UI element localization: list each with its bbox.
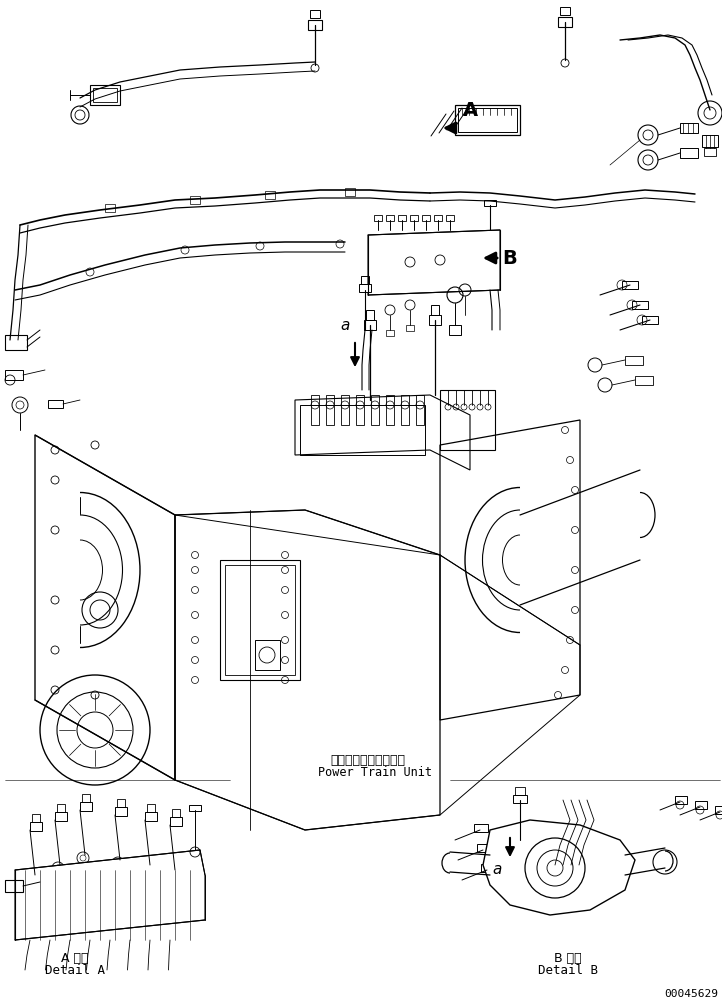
Bar <box>147 804 155 812</box>
Bar <box>422 215 430 221</box>
Text: パワートレンユニット: パワートレンユニット <box>330 754 405 767</box>
Text: a: a <box>340 318 349 333</box>
Bar <box>311 395 319 425</box>
Bar <box>371 395 379 425</box>
Bar <box>30 822 42 831</box>
Bar <box>356 395 364 425</box>
Text: 00045629: 00045629 <box>664 989 718 999</box>
Bar <box>560 7 570 15</box>
Bar <box>145 812 157 821</box>
Bar <box>5 370 23 380</box>
Bar <box>361 276 369 284</box>
Bar <box>715 806 722 814</box>
Bar <box>446 215 454 221</box>
Bar <box>386 215 394 221</box>
Bar <box>558 17 572 27</box>
Bar <box>455 105 520 135</box>
Bar <box>632 301 648 309</box>
Text: A: A <box>462 100 477 119</box>
Bar <box>680 123 698 133</box>
Bar <box>364 320 376 330</box>
Bar <box>225 565 295 675</box>
Bar <box>117 799 125 807</box>
Bar <box>431 305 439 315</box>
Bar <box>386 395 394 425</box>
Bar <box>477 844 491 852</box>
Bar <box>434 215 442 221</box>
Polygon shape <box>483 820 635 915</box>
Bar <box>82 794 90 802</box>
Bar <box>680 148 698 158</box>
Bar <box>265 191 275 199</box>
Bar <box>410 215 418 221</box>
Bar <box>359 284 371 292</box>
Bar <box>32 814 40 822</box>
Polygon shape <box>15 850 205 940</box>
Bar <box>474 824 488 832</box>
Bar <box>90 85 120 105</box>
Bar <box>115 807 127 816</box>
Bar <box>48 400 63 408</box>
Text: B 詳細: B 詳細 <box>554 952 582 965</box>
Bar <box>513 795 527 803</box>
Bar <box>449 325 461 335</box>
Bar <box>635 376 653 385</box>
Bar <box>255 640 280 670</box>
Bar <box>481 864 495 872</box>
Bar <box>57 804 65 812</box>
Bar <box>401 395 409 425</box>
Text: a: a <box>492 863 502 878</box>
Bar <box>625 356 643 365</box>
Bar <box>93 88 117 102</box>
Bar <box>386 330 394 336</box>
Bar <box>189 805 201 811</box>
Bar <box>429 315 441 325</box>
Bar <box>310 10 320 18</box>
Bar <box>366 310 374 320</box>
Bar <box>406 325 414 331</box>
Bar <box>172 809 180 817</box>
Bar <box>704 148 716 156</box>
Bar <box>190 196 200 204</box>
Bar <box>702 135 718 147</box>
Bar <box>5 880 23 892</box>
Bar <box>105 204 115 212</box>
Bar <box>642 316 658 324</box>
Polygon shape <box>368 230 500 295</box>
Bar <box>622 281 638 289</box>
Bar <box>675 796 687 804</box>
Bar <box>341 395 349 425</box>
Bar <box>515 787 525 795</box>
Bar <box>326 395 334 425</box>
Bar <box>695 801 707 809</box>
Text: Power Train Unit: Power Train Unit <box>318 767 432 780</box>
Text: B: B <box>503 248 518 268</box>
Bar <box>484 200 496 206</box>
Bar <box>220 560 300 680</box>
Text: Detail A: Detail A <box>45 964 105 977</box>
Text: Detail B: Detail B <box>538 964 598 977</box>
Bar <box>440 390 495 450</box>
Text: A 詳細: A 詳細 <box>61 952 89 965</box>
Bar <box>308 20 322 30</box>
Bar <box>5 335 27 350</box>
Bar <box>170 817 182 826</box>
Bar <box>80 802 92 811</box>
Bar <box>458 108 517 132</box>
Bar <box>416 395 424 425</box>
Bar <box>300 405 425 455</box>
Bar <box>345 188 355 196</box>
Bar <box>374 215 382 221</box>
Bar <box>55 812 67 821</box>
Bar <box>398 215 406 221</box>
